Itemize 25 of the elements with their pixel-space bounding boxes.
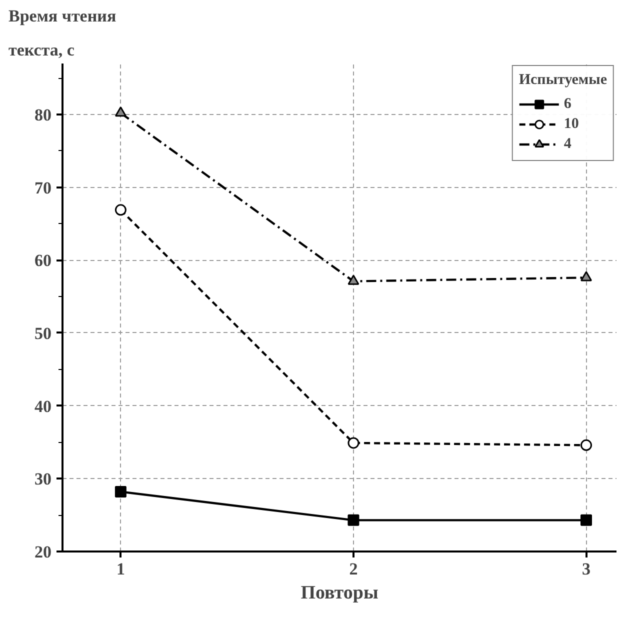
x-tick-label: 3 [582, 560, 590, 578]
point [580, 514, 592, 526]
legend-label: 4 [564, 136, 572, 152]
point [114, 106, 126, 117]
point [580, 271, 592, 282]
x-tick-label: 2 [349, 560, 358, 578]
point [114, 204, 126, 216]
point [348, 514, 360, 526]
y-tick-label: 60 [34, 251, 52, 270]
point [348, 437, 360, 449]
y-tick-label: 30 [34, 470, 52, 489]
point [114, 486, 126, 498]
y-tick-label: 80 [34, 105, 52, 124]
y-tick-label: 50 [34, 324, 52, 343]
y-tick-label: 70 [34, 178, 52, 198]
x-axis-title: Повторы [300, 582, 378, 604]
legend-title: Испытуемые [518, 72, 607, 89]
point [348, 274, 360, 285]
x-tick-label: 1 [116, 560, 125, 578]
point [580, 439, 592, 451]
legend-label: 10 [564, 116, 580, 132]
legend-label: 6 [564, 96, 572, 112]
y-tick-label: 40 [34, 396, 52, 416]
y-tick-label: 20 [34, 542, 52, 562]
y-axis-title: Время чтения текста, с [8, 6, 116, 60]
